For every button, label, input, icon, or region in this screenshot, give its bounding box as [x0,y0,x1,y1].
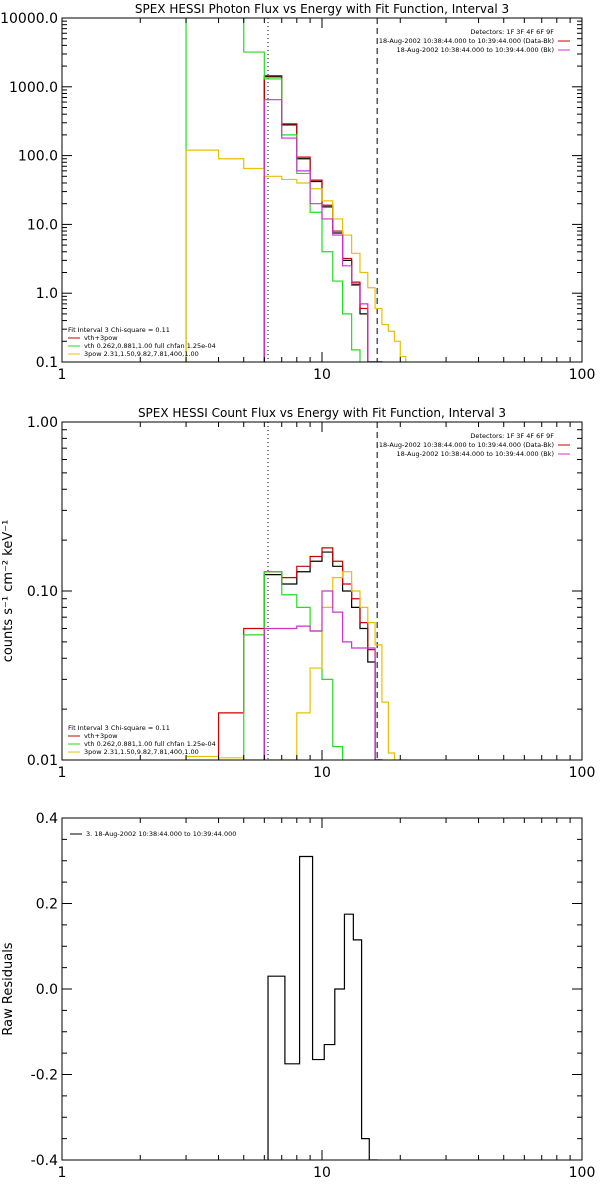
x-tick-label: 1 [58,367,67,383]
legend-topleft-text: 3. 18-Aug-2002 10:38:44.000 to 10:39:44.… [86,830,236,838]
x-tick-label: 10 [313,1165,331,1181]
x-tick-label: 1 [58,765,67,781]
y-tick-label: 0.0 [36,982,58,998]
y-tick-label: 100.0 [18,149,58,165]
legend-bottomleft-text: vth+3pow [84,732,118,740]
plot-area [267,855,378,1160]
legend-bottomleft-text: 3pow 2.31,1.50,9.82,7.81,400,1.00 [84,350,199,358]
plot-frame [61,817,583,1161]
y-tick-label: 10.0 [27,217,58,233]
series-line-black [267,855,378,1160]
y-tick-label: 1000.0 [9,80,58,96]
legend-bottomleft-text: 3pow 2.31,1.50,9.82,7.81,400,1.00 [84,748,199,756]
x-tick-label: 10 [313,765,331,781]
legend-bottomleft-text: vth+3pow [84,334,118,342]
y-axis-label: counts s⁻¹ cm⁻² keV⁻¹ [1,520,16,663]
series-line-yellow [185,149,407,362]
y-tick-label: 1.0 [36,286,58,302]
series-line-green [243,571,344,760]
y-tick-label: 0.4 [36,811,58,827]
plot-area [185,422,407,760]
legend-topright-text: Detectors: 1F 3F 4F 6F 9F [470,28,554,36]
legend-topright-text: Detectors: 1F 3F 4F 6F 9F [470,432,554,440]
x-tick-label: 100 [569,367,596,383]
series-line-yellow [185,571,407,760]
y-tick-label: 0.01 [27,753,58,769]
chart-title: SPEX HESSI Photon Flux vs Energy with Fi… [135,2,509,16]
y-tick-label: 1.00 [27,415,58,431]
series-line-green [185,18,361,362]
y-tick-label: -0.2 [31,1068,58,1084]
legend-topright-text: 18-Aug-2002 10:38:44.000 to 10:39:44.000… [379,37,554,45]
chart-panel-1: SPEX HESSI Photon Flux vs Energy with Fi… [0,2,596,383]
chart-panel-3: 1 10 100 -0.4 -0.2 0.0 0.2 0.4 Raw Residuals 3. 1… [1,811,595,1181]
x-tick-label: 100 [569,1165,596,1181]
legend-bottomleft-text: vth 0.262,0.881,1.00 full chfan 1.25e-04 [84,342,216,350]
legend-topright-text: 18-Aug-2002 10:38:44.000 to 10:39:44.000… [397,450,554,458]
legend-fit-info: Fit Interval 3 Chi-square = 0.11 [68,326,170,334]
x-tick-label: 100 [569,765,596,781]
x-tick-label: 10 [313,367,331,383]
y-axis-label: Raw Residuals [1,942,16,1035]
series-line-magenta [263,590,383,760]
y-tick-label: 0.2 [36,897,58,913]
legend-fit-info: Fit Interval 3 Chi-square = 0.11 [68,724,170,732]
x-tick-label: 1 [58,1165,67,1181]
legend-topright-text: 18-Aug-2002 10:38:44.000 to 10:39:44.000… [397,46,554,54]
legend-bottomleft-text: vth 0.262,0.881,1.00 full chfan 1.25e-04 [84,740,216,748]
chart-title: SPEX HESSI Count Flux vs Energy with Fit… [138,406,506,420]
y-tick-label: 0.10 [27,584,58,600]
y-tick-label: -0.4 [31,1153,58,1169]
plot-area [185,18,407,362]
chart-panel-2: SPEX HESSI Count Flux vs Energy with Fit… [1,406,595,781]
series-line-magenta [263,99,383,362]
legend-topright-text: 18-Aug-2002 10:38:44.000 to 10:39:44.000… [379,441,554,449]
y-tick-label: 0.1 [36,355,58,371]
y-tick-label: 10000.0 [0,11,58,27]
series-line-red [217,547,383,760]
series-line-black [263,551,383,760]
